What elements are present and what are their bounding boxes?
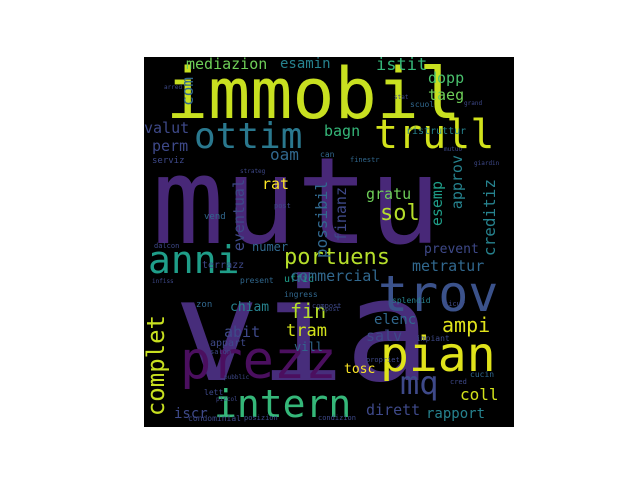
word-ristruttur: ristruttur <box>406 126 467 137</box>
word-sol: sol <box>380 201 420 226</box>
word-mutuo: mutuo <box>444 146 463 153</box>
word-immobil: immobil <box>166 57 462 135</box>
word-cucin: cucin <box>470 370 495 379</box>
word-gratu: gratu <box>366 185 412 203</box>
word-numer: numer <box>252 240 289 254</box>
word-present: present <box>240 276 274 285</box>
word-oam: oam <box>270 145 299 164</box>
word-lett: lett <box>204 388 224 397</box>
word-abit: abit <box>224 323 261 341</box>
word-arred: arred <box>164 84 183 91</box>
word-trov: trov <box>378 265 499 323</box>
word-ingress: ingress <box>284 290 318 299</box>
word-cloud: immobil mutu via prezz trov pian intern … <box>144 57 514 427</box>
word-condizion: condizion <box>318 414 356 422</box>
word-tosc: tosc <box>344 362 376 377</box>
word-pubblic: pubblic <box>224 374 250 381</box>
word-ottim: ottim <box>194 116 303 157</box>
word-ampi: ampi <box>442 313 491 337</box>
word-piccol: piccol <box>216 396 238 403</box>
word-sicur: sicur <box>444 300 466 308</box>
word-giardin: giardin <box>474 160 500 167</box>
word-dalcon: dalcon <box>154 242 180 250</box>
word-posizion: posizion <box>244 414 278 422</box>
word-salon: salon <box>210 348 232 356</box>
word-strateg: strateg <box>240 168 266 175</box>
word-esemp: esemp <box>428 181 446 227</box>
word-can: can <box>320 150 335 159</box>
word-infiss: infiss <box>152 278 174 285</box>
word-impiant: impiant <box>416 334 450 343</box>
word-scuol: scuol <box>410 100 435 109</box>
word-vill: vill <box>294 340 323 354</box>
word-terrazz: terrazz <box>202 260 245 271</box>
word-valut: valut <box>144 119 190 137</box>
word-compost: compost <box>312 302 342 310</box>
word-approv: approv <box>448 155 466 210</box>
word-perm: perm <box>152 137 189 155</box>
word-finanz: finanz <box>332 187 350 242</box>
word-salv: salv <box>366 327 403 345</box>
word-vend: vend <box>204 212 226 222</box>
word-istit: istit <box>376 57 428 75</box>
word-esamin: esamin <box>280 57 331 72</box>
word-complet: complet <box>144 315 170 417</box>
word-tram: tram <box>286 321 327 341</box>
word-uffic: uffic <box>284 274 315 285</box>
word-prezz: prezz <box>180 331 337 391</box>
word-elenc: elenc <box>374 312 417 328</box>
word-taeg: taeg <box>428 86 465 104</box>
word-com: com <box>178 77 197 106</box>
word-cred: cred <box>450 378 467 386</box>
word-coll: coll <box>460 385 499 404</box>
word-dopp: dopp <box>428 69 465 87</box>
word-mutu: mutu <box>152 133 441 272</box>
word-condominial: condominial <box>188 414 241 423</box>
word-grand: grand <box>464 100 483 107</box>
word-serviz: serviz <box>152 156 185 166</box>
word-trull: trull <box>374 112 495 158</box>
word-fin: fin <box>290 299 327 323</box>
word-propriet: propriet <box>366 356 400 364</box>
word-commercial: commercial <box>290 267 381 285</box>
word-finestr: finestr <box>350 156 380 164</box>
word-anni: anni <box>148 238 240 282</box>
word-possibil: possibil <box>312 181 331 259</box>
word-splendid: splendid <box>392 296 431 305</box>
word-prevent: prevent <box>424 242 479 257</box>
word-ripost: ripost <box>318 306 340 313</box>
word-appart: appart <box>210 338 247 349</box>
word-bagn: bagn <box>324 122 361 140</box>
word-chiam: chiam <box>230 300 270 315</box>
word-post: post <box>274 202 291 210</box>
word-rat: rat <box>262 175 290 193</box>
word-via: via <box>174 249 431 414</box>
word-eventual: eventual <box>230 179 248 252</box>
word-iscr: iscr <box>174 406 208 422</box>
word-rapport: rapport <box>426 406 486 422</box>
word-mq: mq <box>400 364 439 402</box>
word-creditiz: creditiz <box>480 179 499 257</box>
word-metratur: metratur <box>412 257 485 275</box>
word-mediazion: mediazion <box>186 57 268 73</box>
word-portuens: portuens <box>284 245 390 270</box>
word-zon: zon <box>196 300 213 310</box>
word-stat: stat <box>394 94 409 101</box>
word-intern: intern <box>214 382 352 426</box>
word-pian: pian <box>380 327 496 383</box>
word-dirett: dirett <box>366 401 421 419</box>
